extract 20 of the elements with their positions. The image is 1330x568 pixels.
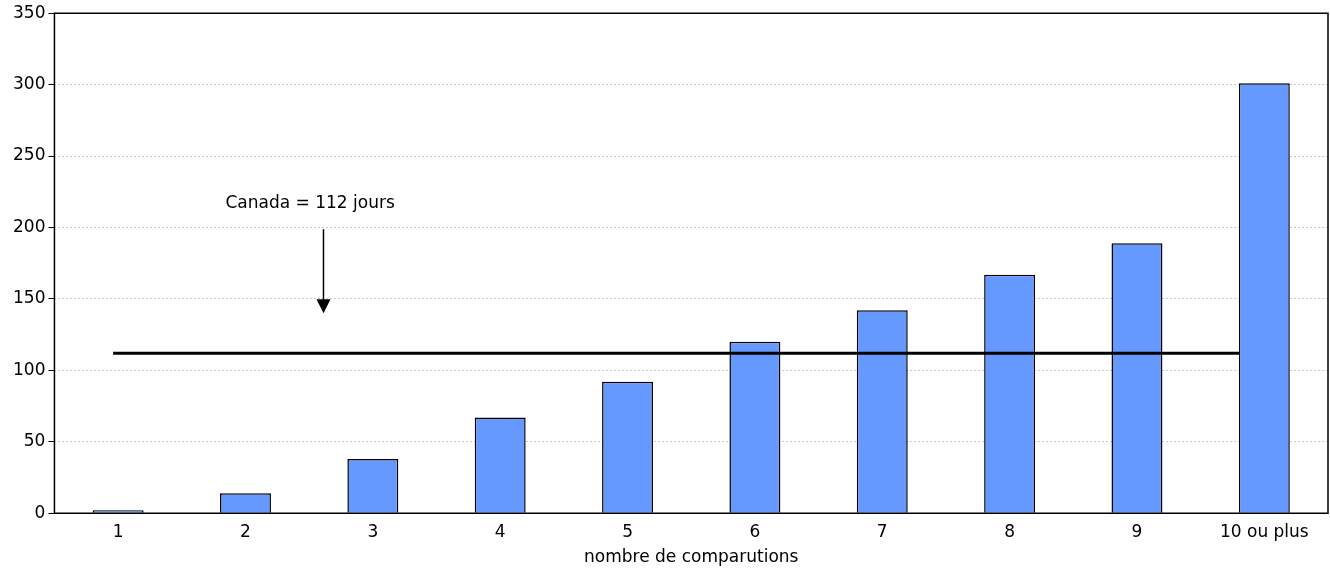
y-tick-label: 350 [12, 1, 46, 22]
x-axis-title: nombre de comparutions [584, 546, 799, 567]
x-tick-label: 10 ou plus [1219, 520, 1309, 541]
y-tick-label: 0 [34, 501, 46, 522]
y-tick-label: 250 [12, 144, 46, 165]
ref-line-label: Canada = 112 jours [225, 191, 395, 212]
x-tick-label: 4 [494, 520, 506, 541]
y-tick-label: 50 [23, 430, 46, 451]
x-tick-label: 3 [367, 520, 379, 541]
x-tick-label: 6 [749, 520, 761, 541]
x-tick-label: 9 [1131, 520, 1143, 541]
y-tick-label: 200 [12, 215, 46, 236]
x-tick-label: 8 [1004, 520, 1016, 541]
x-tick-label: 2 [240, 520, 251, 541]
x-tick-label: 5 [622, 520, 633, 541]
y-tick-label: 150 [12, 287, 46, 308]
x-tick-label: 7 [876, 520, 888, 541]
y-tick-label: 300 [12, 73, 46, 94]
y-tick-label: 100 [12, 358, 46, 379]
x-tick-label: 1 [112, 520, 124, 541]
